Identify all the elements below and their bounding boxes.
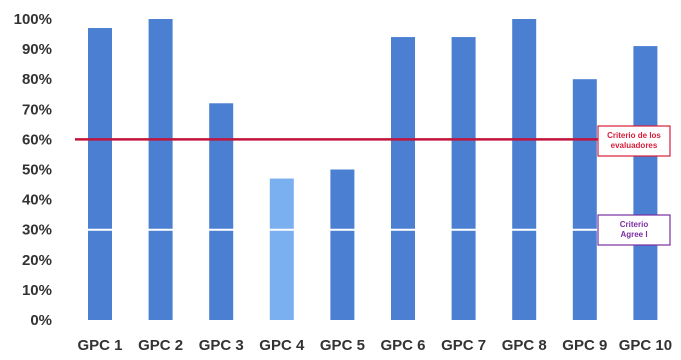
x-category-label: GPC 2 bbox=[138, 337, 183, 354]
annotation-text: Agree I bbox=[620, 230, 647, 239]
annotation-text: evaluadores bbox=[611, 141, 658, 150]
annotation-text: Criterio de los bbox=[607, 131, 661, 140]
y-tick-label: 0% bbox=[30, 312, 52, 329]
x-category-label: GPC 1 bbox=[77, 337, 122, 354]
x-category-label: GPC 10 bbox=[619, 337, 672, 354]
y-tick-label: 30% bbox=[22, 222, 52, 239]
y-tick-label: 80% bbox=[22, 71, 52, 88]
x-category-label: GPC 8 bbox=[502, 337, 547, 354]
y-tick-label: 50% bbox=[22, 162, 52, 179]
x-category-label: GPC 4 bbox=[259, 337, 305, 354]
y-tick-label: 10% bbox=[22, 282, 52, 299]
bar bbox=[209, 103, 234, 320]
bar bbox=[148, 19, 173, 320]
annotation-text: Criterio bbox=[620, 220, 649, 229]
bar bbox=[391, 37, 415, 321]
bar bbox=[269, 178, 294, 320]
y-tick-label: 60% bbox=[22, 131, 52, 148]
annotation-box bbox=[597, 125, 671, 157]
y-tick-label: 90% bbox=[22, 41, 52, 58]
bar bbox=[512, 19, 537, 320]
y-tick-label: 40% bbox=[22, 192, 52, 209]
y-axis-ticks: 0% 10% 20% 30% 40% 50% 60% 70% 80% 90% 100% bbox=[14, 11, 52, 329]
y-tick-label: 20% bbox=[22, 252, 52, 269]
bar bbox=[88, 28, 112, 321]
bar bbox=[330, 169, 355, 320]
bar bbox=[633, 46, 658, 321]
x-category-label: GPC 5 bbox=[320, 337, 365, 354]
bar bbox=[451, 37, 476, 321]
y-tick-label: 70% bbox=[22, 101, 52, 118]
annotation-box bbox=[597, 214, 671, 246]
y-tick-label: 100% bbox=[14, 11, 52, 28]
bar bbox=[572, 79, 597, 320]
x-axis-categories: GPC 1 GPC 2 GPC 3 GPC 4 GPC 5 GPC 6 GPC 7 GPC 8… bbox=[77, 337, 672, 354]
x-category-label: GPC 3 bbox=[199, 337, 244, 354]
x-category-label: GPC 6 bbox=[380, 337, 425, 354]
x-category-label: GPC 7 bbox=[441, 337, 486, 354]
bars bbox=[88, 19, 658, 321]
x-category-label: GPC 9 bbox=[562, 337, 607, 354]
